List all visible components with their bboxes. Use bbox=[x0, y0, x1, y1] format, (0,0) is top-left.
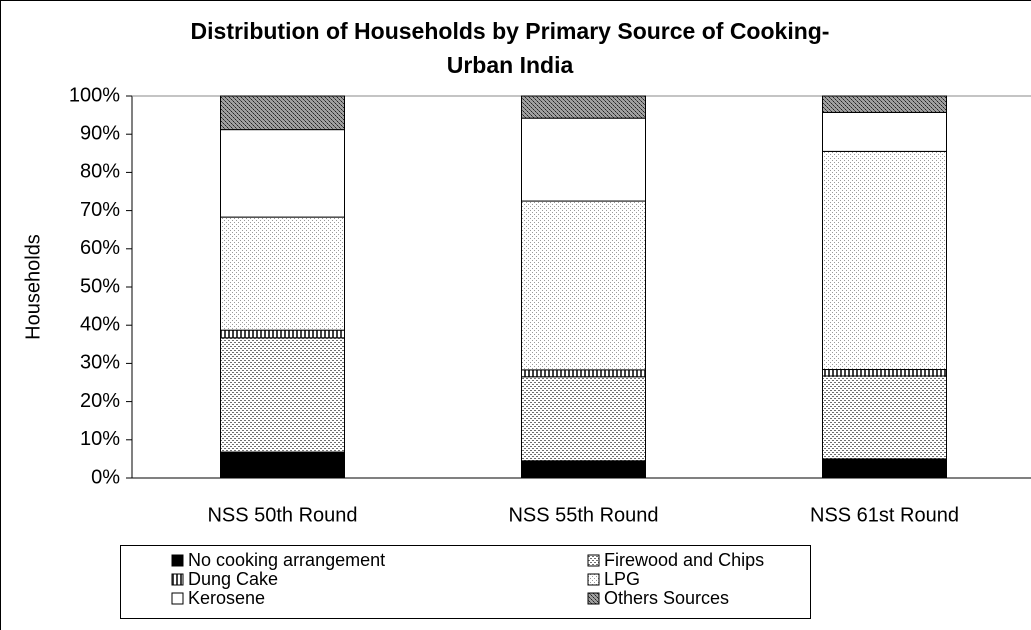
bar-segment bbox=[521, 376, 646, 462]
legend-label: Others Sources bbox=[604, 588, 729, 608]
bar-segment bbox=[521, 200, 646, 371]
y-tick-label: 30% bbox=[80, 352, 120, 374]
bar-segment bbox=[220, 451, 345, 479]
bar-segment bbox=[521, 369, 646, 378]
bar-segment bbox=[822, 369, 947, 377]
y-tick-label: 100% bbox=[69, 84, 120, 106]
y-tick-label: 40% bbox=[80, 313, 120, 335]
bar-segment bbox=[822, 150, 947, 371]
legend-label: No cooking arrangement bbox=[188, 550, 385, 570]
bar-segment bbox=[822, 95, 947, 113]
bar-segment bbox=[822, 375, 947, 460]
bar-segment bbox=[822, 111, 947, 152]
legend-label: LPG bbox=[604, 569, 640, 589]
legend-swatch bbox=[171, 592, 184, 605]
y-tick-label: 0% bbox=[91, 466, 120, 488]
x-tick-label: NSS 55th Round bbox=[508, 504, 658, 526]
bar-segment bbox=[822, 458, 947, 479]
bar-segment bbox=[220, 337, 345, 453]
bar-segment bbox=[521, 117, 646, 202]
bar-segment bbox=[521, 460, 646, 479]
legend-swatch bbox=[171, 554, 184, 567]
y-tick-label: 20% bbox=[80, 390, 120, 412]
y-axis-label: Households bbox=[22, 234, 44, 340]
legend-swatch bbox=[171, 573, 184, 586]
legend-label: Kerosene bbox=[188, 588, 265, 608]
x-tick-label: NSS 61st Round bbox=[810, 504, 959, 526]
bar-segment bbox=[220, 129, 345, 218]
y-tick-label: 10% bbox=[80, 428, 120, 450]
y-tick-label: 80% bbox=[80, 161, 120, 183]
y-tick-label: 90% bbox=[80, 122, 120, 144]
y-tick-label: 70% bbox=[80, 199, 120, 221]
bar-segment bbox=[220, 216, 345, 331]
y-tick-label: 50% bbox=[80, 275, 120, 297]
chart-title: Distribution of Households by Primary So… bbox=[190, 18, 830, 78]
x-tick-label: NSS 50th Round bbox=[207, 504, 357, 526]
bar-segment bbox=[220, 95, 345, 131]
legend-box bbox=[120, 545, 811, 619]
legend-label: Dung Cake bbox=[188, 569, 278, 589]
y-tick-label: 60% bbox=[80, 237, 120, 259]
bar-segment bbox=[220, 329, 345, 339]
title-box: Distribution of Households by Primary So… bbox=[190, 18, 830, 78]
legend-swatch bbox=[587, 592, 600, 605]
legend-swatch bbox=[587, 554, 600, 567]
legend-swatch bbox=[587, 573, 600, 586]
bar-segment bbox=[521, 95, 646, 119]
legend-label: Firewood and Chips bbox=[604, 550, 764, 570]
